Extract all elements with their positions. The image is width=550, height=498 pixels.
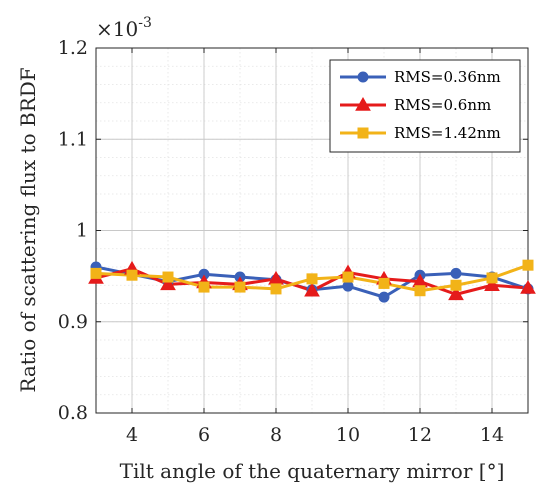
legend-label-triangle: RMS=0.6nm (394, 96, 491, 114)
x-tick-label: 12 (408, 424, 432, 446)
data-point-square (234, 281, 246, 293)
y-tick-label: 1.1 (58, 128, 88, 150)
legend-label-square: RMS=1.42nm (394, 124, 501, 142)
data-point-square (342, 271, 354, 283)
data-point-square (90, 267, 102, 279)
data-point-square (378, 277, 390, 289)
data-point-triangle (448, 286, 464, 301)
series-group (88, 259, 536, 303)
data-point-square (126, 269, 138, 281)
data-point-triangle (520, 279, 536, 294)
x-tick-label: 14 (480, 424, 504, 446)
x-tick-label: 4 (126, 424, 138, 446)
x-axis-label: Tilt angle of the quaternary mirror [°] (120, 459, 505, 483)
x-tick-label: 6 (198, 424, 210, 446)
data-point-square (306, 273, 318, 285)
y-tick-label: 0.9 (58, 311, 88, 333)
legend-marker-square (357, 127, 369, 139)
y-tick-label: 0.8 (58, 402, 88, 424)
y-multiplier: ×10-3 (96, 15, 152, 41)
legend-label-circle: RMS=0.36nm (394, 68, 501, 86)
data-point-square (486, 272, 498, 284)
y-tick-label: 1 (76, 220, 88, 242)
data-point-circle (450, 267, 462, 279)
legend: RMS=0.36nm RMS=0.6nm RMS=1.42nm (329, 59, 521, 153)
data-point-circle (342, 280, 354, 292)
legend-marker-triangle (355, 96, 371, 111)
data-point-triangle (160, 276, 176, 291)
y-axis-label: Ratio of scattering flux to BRDF (16, 67, 40, 392)
y-tick-label: 1.2 (58, 37, 88, 59)
data-point-square (414, 285, 426, 297)
data-point-circle (378, 291, 390, 303)
data-point-square (450, 279, 462, 291)
data-point-square (522, 259, 534, 271)
data-point-square (162, 271, 174, 283)
data-point-triangle (484, 277, 500, 291)
x-tick-label: 10 (336, 424, 360, 446)
data-point-square (198, 281, 210, 293)
x-tick-label: 8 (270, 424, 282, 446)
axis-ticks: 4 6 8 10 12 14 0.8 0.9 1 1.1 1.2 (58, 37, 528, 446)
data-point-triangle (304, 282, 320, 297)
data-point-square (270, 283, 282, 295)
legend-marker-circle (357, 71, 369, 83)
